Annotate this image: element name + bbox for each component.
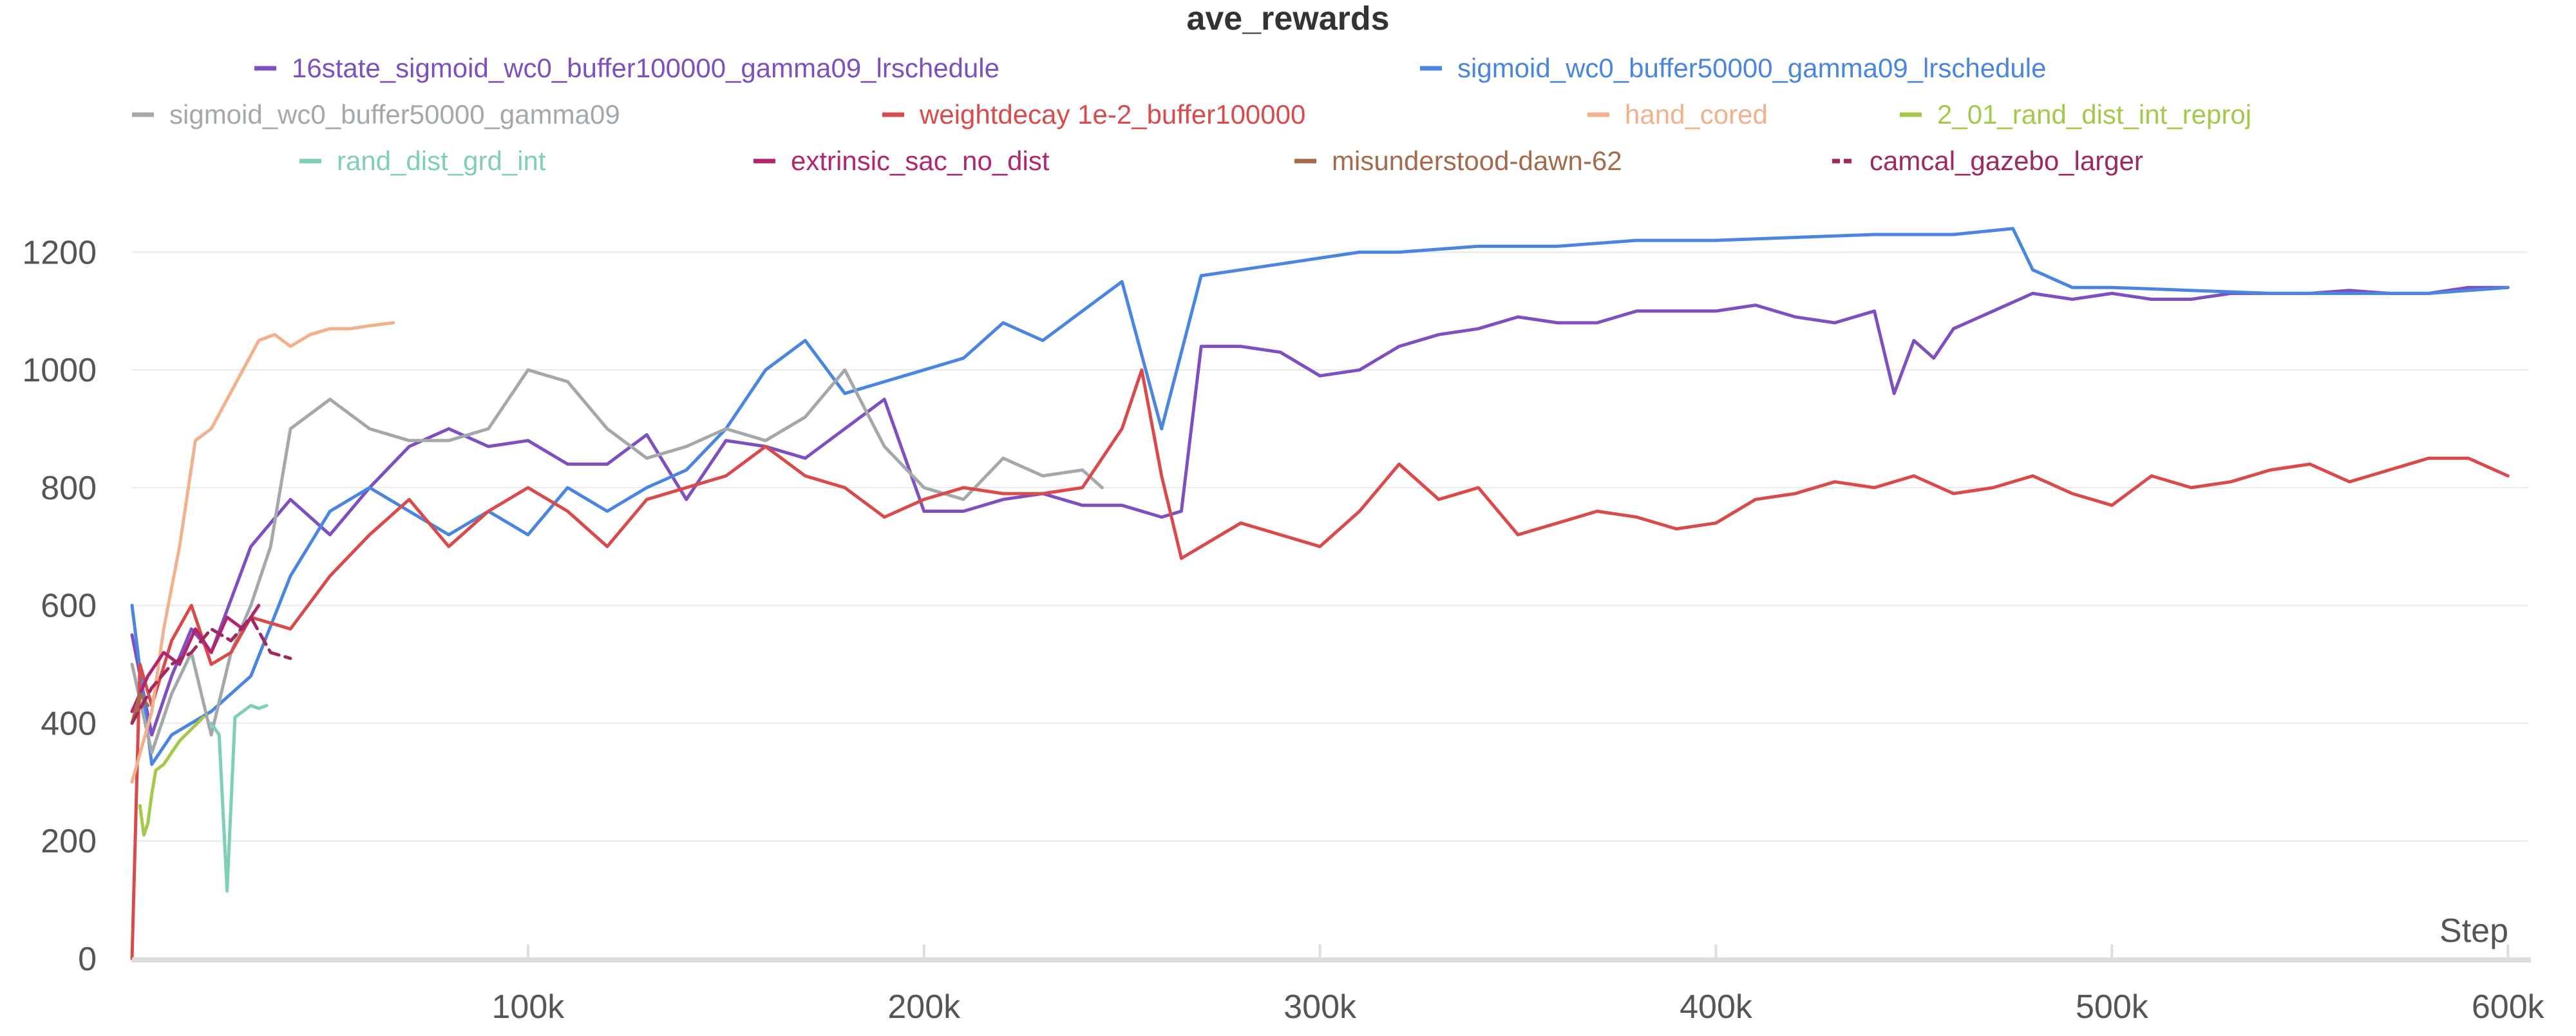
series-line-3 (130, 368, 2510, 961)
legend-item[interactable]: sigmoid_wc0_buffer50000_gamma09_lrschedu… (1420, 53, 2046, 83)
legend-label: rand_dist_grd_int (337, 146, 546, 176)
y-axis-ticks: 0 200 400 600 800 1000 1200 (22, 234, 97, 978)
legend-label: weightdecay 1e-2_buffer100000 (919, 99, 1305, 130)
y-tick-label: 800 (41, 470, 97, 507)
legend-label: camcal_gazebo_larger (1870, 146, 2143, 176)
legend-item[interactable]: hand_cored (1587, 99, 1768, 130)
x-tick-label: 100k (491, 988, 565, 1026)
legend-item[interactable]: camcal_gazebo_larger (1832, 146, 2143, 176)
series-line-6 (209, 704, 269, 893)
legend-label: sigmoid_wc0_buffer50000_gamma09_lrschedu… (1457, 53, 2046, 83)
series-layer (130, 227, 2510, 961)
y-tick-label: 1000 (22, 352, 97, 389)
legend-item[interactable]: misunderstood-dawn-62 (1294, 146, 1622, 176)
x-tick-label: 200k (887, 988, 961, 1026)
x-tick-label: 600k (2472, 988, 2545, 1026)
legend-label: hand_cored (1625, 99, 1768, 130)
grid-lines (132, 251, 2528, 842)
y-tick-label: 1200 (22, 234, 97, 271)
series-line-7 (130, 604, 261, 713)
series-line-2 (130, 368, 1104, 754)
legend-item[interactable]: 16state_sigmoid_wc0_buffer100000_gamma09… (254, 53, 999, 83)
legend-label: 2_01_rand_dist_int_reproj (1937, 99, 2251, 130)
legend-label: sigmoid_wc0_buffer50000_gamma09 (169, 99, 620, 130)
legend: 16state_sigmoid_wc0_buffer100000_gamma09… (132, 53, 2251, 176)
legend-label: extrinsic_sac_no_dist (791, 146, 1050, 176)
y-tick-label: 400 (41, 705, 97, 742)
y-tick-label: 200 (41, 823, 97, 860)
series-line-5 (138, 715, 205, 837)
legend-item[interactable]: sigmoid_wc0_buffer50000_gamma09 (132, 99, 620, 130)
y-tick-label: 0 (78, 941, 97, 978)
legend-label: misunderstood-dawn-62 (1332, 146, 1622, 176)
series-line-0 (130, 285, 2510, 737)
legend-item[interactable]: rand_dist_grd_int (299, 146, 546, 176)
x-axis-ticks: 100k 200k 300k 400k 500k 600k (491, 945, 2545, 1026)
series-line-4 (130, 321, 395, 784)
x-tick-label: 300k (1283, 988, 1357, 1026)
legend-item[interactable]: extrinsic_sac_no_dist (753, 146, 1050, 176)
x-axis-label: Step (2439, 912, 2508, 950)
series-line-9 (130, 615, 292, 725)
legend-label: 16state_sigmoid_wc0_buffer100000_gamma09… (292, 53, 999, 83)
y-tick-label: 600 (41, 588, 97, 625)
series-line-1 (130, 227, 2510, 766)
legend-item[interactable]: 2_01_rand_dist_int_reproj (1900, 99, 2251, 130)
x-tick-label: 500k (2076, 988, 2149, 1026)
x-tick-label: 400k (1680, 988, 1753, 1026)
chart-title: ave_rewards (1186, 0, 1389, 37)
legend-item[interactable]: weightdecay 1e-2_buffer100000 (882, 99, 1305, 130)
